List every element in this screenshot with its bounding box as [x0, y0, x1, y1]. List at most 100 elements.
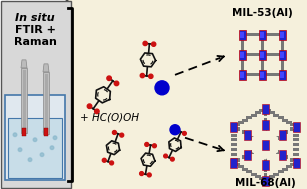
Bar: [261, 56, 263, 60]
Bar: [254, 73, 258, 76]
Bar: [244, 130, 251, 140]
Bar: [281, 44, 283, 48]
Bar: [274, 114, 279, 117]
Bar: [240, 56, 243, 60]
Bar: [242, 155, 245, 159]
Bar: [258, 50, 266, 60]
Bar: [231, 153, 237, 156]
Bar: [249, 33, 253, 36]
Bar: [293, 158, 299, 161]
Bar: [271, 138, 274, 142]
Bar: [285, 130, 288, 134]
Bar: [256, 138, 259, 142]
Bar: [240, 52, 244, 58]
Bar: [44, 128, 48, 136]
Bar: [255, 175, 261, 178]
Bar: [269, 175, 275, 178]
Bar: [282, 119, 288, 122]
Text: + HC(O)OH: + HC(O)OH: [80, 113, 139, 123]
Bar: [280, 52, 284, 58]
Bar: [251, 150, 254, 154]
Bar: [234, 123, 240, 126]
Bar: [240, 47, 243, 51]
Circle shape: [254, 155, 261, 162]
Text: MIL-68(Al): MIL-68(Al): [235, 178, 295, 188]
Bar: [22, 70, 25, 130]
Circle shape: [43, 130, 47, 134]
Circle shape: [95, 109, 99, 114]
Bar: [261, 70, 263, 74]
Bar: [265, 177, 271, 180]
Bar: [254, 33, 258, 36]
Bar: [261, 59, 263, 63]
Bar: [260, 32, 264, 38]
Circle shape: [145, 143, 149, 146]
Bar: [262, 176, 269, 186]
Bar: [261, 61, 263, 65]
Bar: [262, 140, 269, 150]
Bar: [269, 73, 273, 76]
Bar: [240, 32, 244, 38]
Bar: [237, 158, 240, 162]
Circle shape: [114, 81, 119, 86]
Bar: [255, 112, 261, 115]
Bar: [286, 121, 292, 124]
FancyBboxPatch shape: [67, 0, 307, 189]
Bar: [293, 143, 299, 146]
Circle shape: [53, 136, 57, 139]
Bar: [231, 134, 237, 137]
Bar: [261, 47, 263, 51]
Bar: [281, 36, 283, 40]
Bar: [271, 53, 275, 56]
Bar: [244, 150, 251, 160]
Bar: [21, 68, 27, 133]
Bar: [290, 158, 293, 162]
Bar: [238, 121, 244, 124]
Bar: [231, 158, 237, 161]
Bar: [240, 36, 243, 40]
Circle shape: [110, 161, 114, 165]
Bar: [254, 53, 258, 56]
Bar: [238, 165, 244, 168]
Bar: [263, 118, 266, 122]
Circle shape: [112, 131, 116, 134]
Circle shape: [140, 172, 144, 176]
Bar: [276, 136, 279, 139]
Bar: [265, 109, 271, 112]
Circle shape: [245, 58, 259, 72]
Bar: [237, 127, 240, 131]
Bar: [242, 119, 248, 122]
Circle shape: [120, 133, 124, 137]
Bar: [280, 72, 284, 78]
Bar: [259, 109, 265, 112]
Bar: [281, 67, 283, 71]
Bar: [45, 74, 48, 131]
Bar: [261, 64, 263, 68]
Circle shape: [23, 126, 27, 129]
Bar: [263, 112, 266, 116]
Bar: [257, 73, 261, 76]
Bar: [231, 148, 237, 151]
Bar: [230, 122, 237, 132]
Bar: [286, 165, 292, 168]
Circle shape: [28, 158, 32, 161]
Bar: [277, 53, 281, 56]
Circle shape: [143, 41, 147, 46]
Bar: [293, 158, 300, 168]
Bar: [281, 133, 284, 137]
Bar: [251, 114, 257, 117]
Circle shape: [183, 132, 186, 135]
Circle shape: [102, 158, 106, 162]
Bar: [290, 127, 293, 131]
Bar: [281, 56, 283, 60]
Bar: [277, 33, 281, 36]
Bar: [240, 50, 243, 54]
Bar: [263, 33, 267, 36]
Bar: [293, 134, 299, 137]
Bar: [263, 73, 267, 76]
Bar: [276, 150, 279, 154]
Bar: [278, 116, 284, 119]
Circle shape: [87, 104, 92, 108]
Bar: [263, 168, 266, 172]
Bar: [293, 138, 299, 141]
